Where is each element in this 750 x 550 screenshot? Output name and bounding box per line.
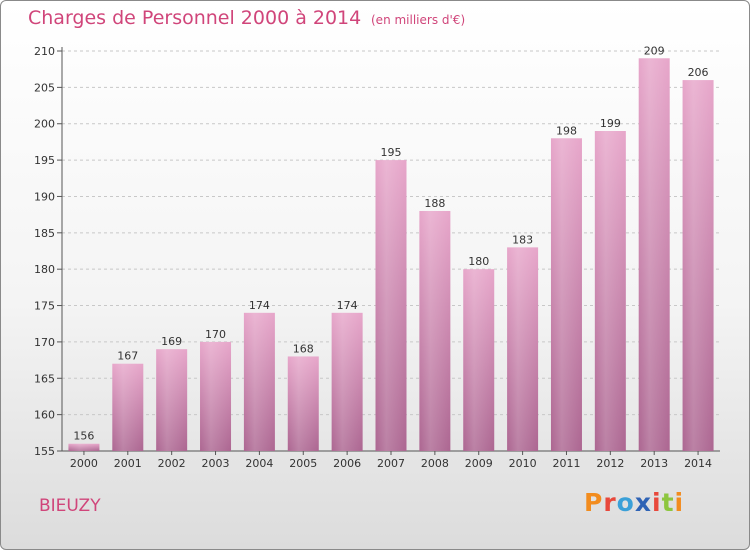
bar-value-label: 198 [556,124,577,137]
y-tick-label: 195 [34,154,55,167]
x-tick-label: 2012 [596,457,624,470]
bar-highlight [419,211,451,451]
y-tick-label: 155 [34,445,55,458]
commune-name: BIEUZY [39,496,101,516]
x-tick-label: 2008 [421,457,449,470]
logo-letter: x [634,488,652,517]
x-tick-label: 2006 [333,457,361,470]
x-tick-label: 2013 [640,457,668,470]
bar-value-label: 167 [117,350,138,363]
bar-highlight [200,341,232,451]
bar-highlight [507,247,539,451]
logo-letter: r [603,488,617,517]
bars [68,58,714,452]
y-tick-label: 160 [34,409,55,422]
bar-value-label: 174 [249,299,270,312]
bar-highlight [463,269,495,451]
bar-highlight [156,349,188,451]
x-tick-label: 2014 [684,457,712,470]
bar-value-label: 199 [600,117,621,130]
bar-value-label: 209 [644,44,665,57]
bar-highlight [112,363,144,451]
bar-value-label: 195 [381,146,402,159]
x-tick-label: 2005 [289,457,317,470]
y-tick-label: 200 [34,118,55,131]
y-tick-label: 185 [34,227,55,240]
x-tick-label: 2009 [465,457,493,470]
y-tick-label: 170 [34,336,55,349]
bar-highlight [287,356,319,451]
bar-value-label: 156 [73,430,94,443]
bar-highlight [594,131,626,451]
bar-value-label: 168 [293,342,314,355]
bar-highlight [243,312,275,451]
logo-letter: i [652,488,662,517]
y-tick-label: 190 [34,190,55,203]
x-tick-label: 2011 [552,457,580,470]
bar-highlight [682,80,714,451]
logo-letter: i [674,488,685,517]
y-tick-label: 205 [34,81,55,94]
bar-highlight [331,312,363,451]
proxiti-logo[interactable]: Proxiti [584,488,684,517]
x-tick-label: 2010 [509,457,537,470]
bar-highlight [375,160,407,451]
bar-highlight [550,138,582,452]
y-tick-label: 210 [34,45,55,58]
logo-letter: P [584,488,604,517]
chart-title: Charges de Personnel 2000 à 2014 [28,7,362,29]
x-tick-label: 2001 [114,457,142,470]
bar-value-label: 174 [337,299,358,312]
x-tick-label: 2004 [245,457,273,470]
bar-value-label: 183 [512,233,533,246]
x-tick-label: 2007 [377,457,405,470]
x-tick-label: 2000 [70,457,98,470]
logo-letter: o [616,488,635,517]
bar-value-label: 180 [468,255,489,268]
bar-highlight [638,58,670,451]
bar-value-label: 188 [424,197,445,210]
labels: 155 160 165 170 175 180 185 190 195 200 205 210 156 2… [34,44,712,470]
bar-value-label: 170 [205,328,226,341]
chart-unit-note: (en milliers d'€) [371,13,466,27]
y-tick-label: 180 [34,263,55,276]
bar-value-label: 206 [688,66,709,79]
bar-highlight [68,443,100,451]
bar-value-label: 169 [161,335,182,348]
x-tick-label: 2002 [158,457,186,470]
x-tick-label: 2003 [202,457,230,470]
y-tick-label: 165 [34,372,55,385]
y-tick-label: 175 [34,300,55,313]
logo-letter: t [661,488,675,517]
